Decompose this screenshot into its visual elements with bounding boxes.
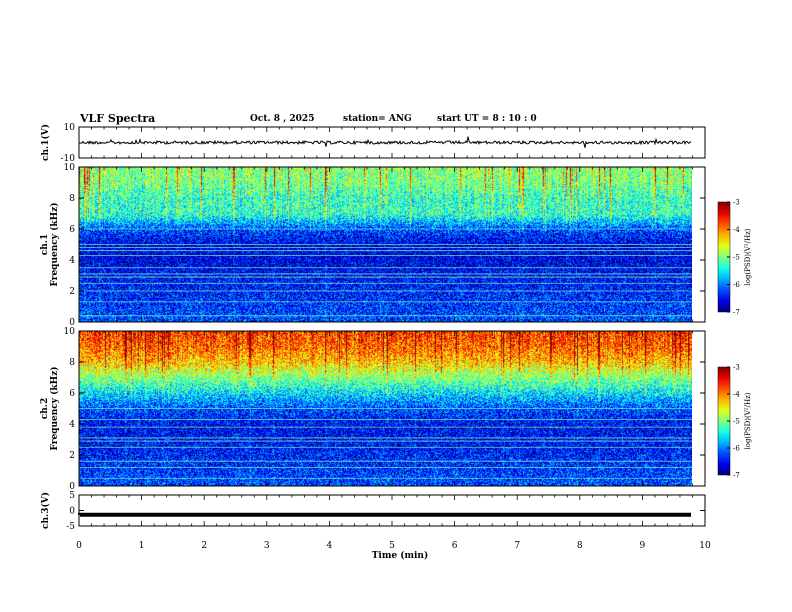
colorbar-label: log(PSD)(V²/Hz) (744, 392, 752, 449)
x-tick-label: 9 (640, 541, 646, 551)
y-tick-label: 2 (69, 451, 75, 461)
y-axis-label: ch.1 (40, 234, 50, 255)
x-tick-label: 0 (76, 541, 82, 551)
colorbar-tick-label: -3 (733, 364, 740, 372)
y-axis-label: ch.2 (40, 398, 50, 419)
x-tick-label: 10 (699, 541, 711, 551)
colorbar-tick-label: -6 (733, 281, 740, 289)
y-tick-label: 0 (69, 318, 75, 328)
ch2-colorbar: -3 -4 -5 -6 -7 log(PSD)(V²/Hz) (717, 364, 752, 480)
colorbar-tick-label: -4 (733, 391, 740, 399)
colorbar-tick-label: -5 (733, 254, 740, 262)
colorbar-tick-label: -4 (733, 226, 740, 234)
date-label: Oct. 8 , 2025 (250, 114, 315, 124)
y-axis-label: Frequency (kHz) (49, 202, 60, 286)
y-tick-label: 8 (69, 358, 75, 368)
ch1-spectrogram-panel: 0 2 4 6 8 10 ch.1 Frequency (kHz) (40, 163, 706, 328)
y-tick-label: 10 (64, 163, 76, 173)
y-tick-label: 5 (69, 491, 75, 501)
y-tick-label: -5 (66, 522, 75, 532)
time-axis: 0 1 2 3 4 5 6 7 8 9 10 Time (min) (76, 541, 711, 561)
y-tick-label: 0 (69, 507, 75, 517)
x-tick-label: 2 (201, 541, 207, 551)
y-tick-label: 0 (69, 482, 75, 492)
y-tick-label: 10 (64, 327, 76, 337)
start-time-label: start UT = 8 : 10 : 0 (437, 114, 537, 124)
colorbar-tick-label: -7 (733, 309, 740, 317)
y-tick-label: 8 (69, 194, 75, 204)
ch3-waveform-panel: 5 0 -5 ch.3(V) (40, 491, 706, 532)
y-axis-label: ch.1(V) (40, 124, 51, 161)
ch1-colorbar: -3 -4 -5 -6 -7 log(PSD)(V²/Hz) (717, 199, 752, 317)
y-tick-label: 6 (69, 389, 75, 399)
waveform-trace (79, 136, 692, 148)
colorbar-tick-label: -3 (733, 199, 740, 207)
y-axis-label: ch.3(V) (40, 492, 51, 529)
y-tick-label: 2 (69, 287, 75, 297)
y-tick-label: 6 (69, 225, 75, 235)
ch1-waveform-panel: 10 -10 ch.1(V) (40, 123, 706, 164)
y-tick-label: 4 (69, 420, 75, 430)
ch2-spectrogram-panel: 0 2 4 6 8 10 ch.2 Frequency (kHz) (40, 327, 706, 492)
colorbar-tick-label: -6 (733, 445, 740, 453)
x-axis-label: Time (min) (372, 550, 429, 561)
chart-title: VLF Spectra (80, 112, 156, 125)
y-tick-label: -10 (61, 154, 76, 164)
y-tick-label: 10 (64, 123, 76, 133)
x-tick-label: 7 (514, 541, 520, 551)
colorbar-label: log(PSD)(V²/Hz) (744, 228, 752, 285)
y-axis-label: Frequency (kHz) (49, 366, 60, 450)
x-tick-label: 1 (139, 541, 145, 551)
x-tick-label: 6 (452, 541, 458, 551)
y-tick-label: 4 (69, 256, 75, 266)
x-tick-label: 8 (577, 541, 583, 551)
x-tick-label: 5 (389, 541, 395, 551)
x-tick-label: 4 (327, 541, 333, 551)
x-tick-label: 3 (264, 541, 270, 551)
colorbar-tick-label: -7 (733, 472, 740, 480)
colorbar-tick-label: -5 (733, 418, 740, 426)
station-label: station= ANG (343, 114, 412, 124)
